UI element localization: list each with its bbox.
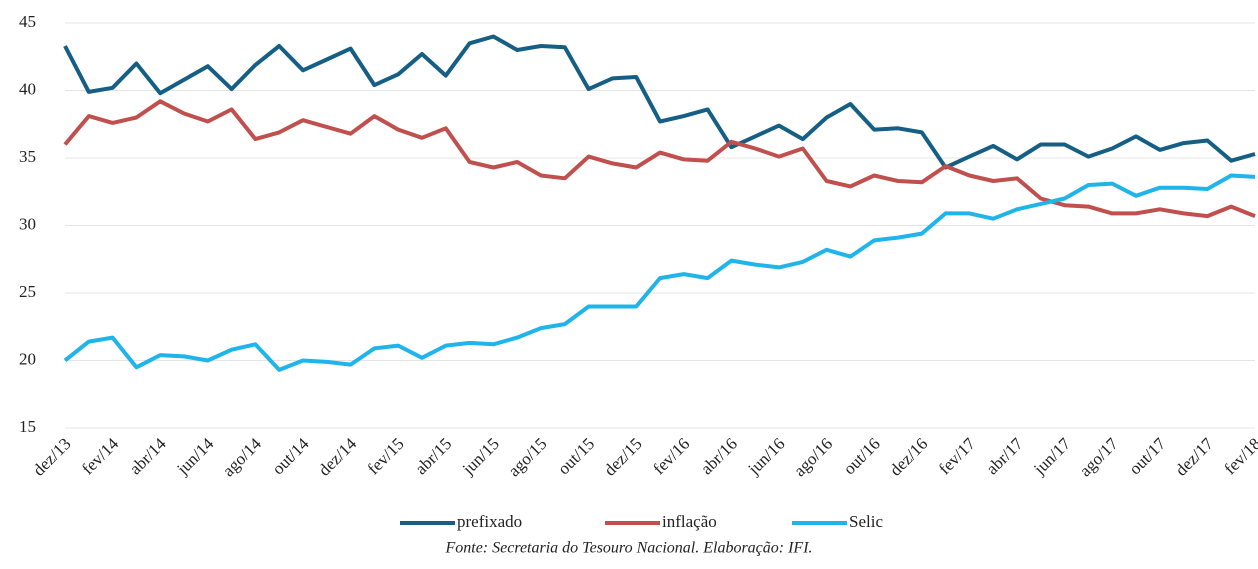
series-line bbox=[63, 99, 1256, 219]
x-tick-label: ago/16 bbox=[790, 434, 836, 480]
x-tick-label: jun/16 bbox=[744, 434, 789, 479]
y-tick-label: 20 bbox=[19, 349, 36, 368]
series-line bbox=[63, 173, 1256, 372]
x-tick-label: jun/14 bbox=[173, 434, 218, 479]
x-tick-label: out/14 bbox=[268, 434, 313, 479]
x-tick-label: ago/14 bbox=[219, 434, 266, 481]
legend-label: prefixado bbox=[457, 512, 522, 531]
legend-label: Selic bbox=[849, 512, 883, 531]
x-tick-label: dez/15 bbox=[600, 434, 645, 479]
x-tick-label: ago/15 bbox=[504, 434, 550, 480]
y-tick-label: 40 bbox=[19, 79, 36, 98]
y-tick-label: 30 bbox=[19, 214, 36, 233]
x-tick-label: out/15 bbox=[554, 434, 598, 478]
legend-label: inflação bbox=[662, 512, 717, 531]
y-tick-label: 15 bbox=[19, 417, 36, 436]
x-tick-label: fev/18 bbox=[1220, 434, 1258, 478]
x-tick-label: jun/15 bbox=[458, 434, 503, 479]
x-tick-label: fev/14 bbox=[78, 434, 122, 478]
y-tick-label: 25 bbox=[19, 282, 36, 301]
x-tick-label: abr/15 bbox=[411, 434, 455, 478]
x-tick-label: fev/15 bbox=[364, 434, 408, 478]
x-tick-label: ago/17 bbox=[1076, 434, 1123, 481]
source-note: Fonte: Secretaria do Tesouro Nacional. E… bbox=[444, 540, 812, 557]
x-tick-label: jun/17 bbox=[1029, 434, 1074, 479]
x-tick-label: dez/16 bbox=[886, 434, 931, 479]
x-tick-label: fev/17 bbox=[935, 434, 979, 478]
x-tick-label: abr/17 bbox=[982, 434, 1026, 478]
x-tick-label: dez/17 bbox=[1172, 434, 1218, 480]
x-tick-label: fev/16 bbox=[649, 434, 693, 478]
y-tick-label: 45 bbox=[19, 12, 36, 31]
series-line bbox=[63, 34, 1256, 170]
x-tick-label: abr/14 bbox=[126, 434, 170, 478]
x-tick-label: dez/14 bbox=[315, 434, 361, 480]
x-tick-label: abr/16 bbox=[697, 434, 741, 478]
x-tick-label: out/17 bbox=[1125, 434, 1170, 479]
x-tick-label: out/16 bbox=[840, 434, 884, 478]
x-tick-label: dez/13 bbox=[29, 434, 74, 479]
y-tick-label: 35 bbox=[19, 147, 36, 166]
